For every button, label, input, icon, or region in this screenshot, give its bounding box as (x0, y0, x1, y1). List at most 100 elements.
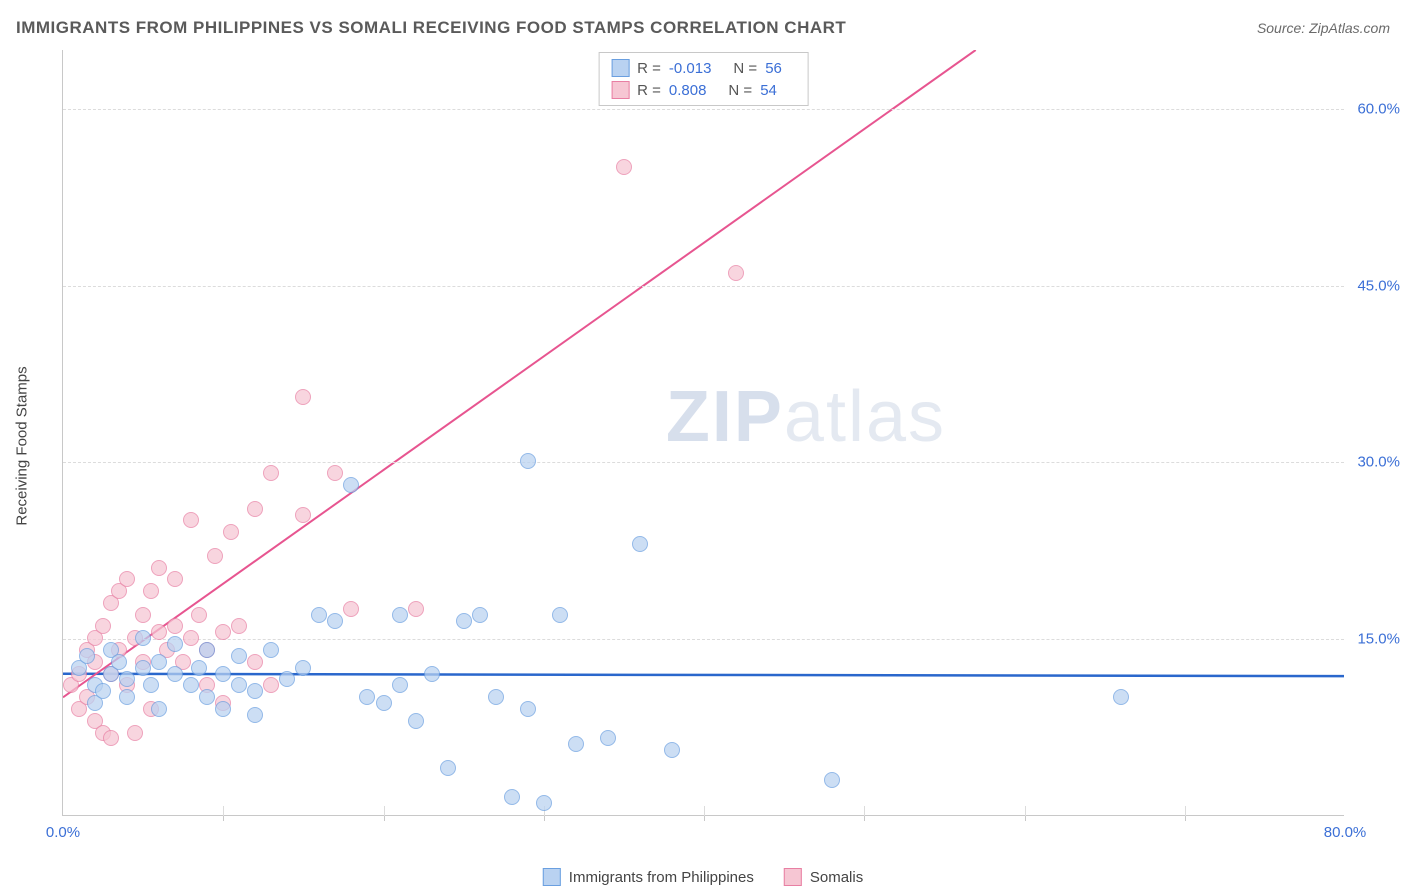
legend-label: Immigrants from Philippines (569, 869, 754, 886)
data-point (263, 465, 279, 481)
swatch-icon (611, 81, 629, 99)
data-point (343, 477, 359, 493)
scatter-chart: ZIPatlas R =-0.013N =56R =0.808N =54 15.… (62, 50, 1344, 816)
data-point (199, 642, 215, 658)
x-tick-label: 0.0% (46, 824, 80, 841)
data-point (231, 677, 247, 693)
data-point (103, 730, 119, 746)
gridline-v (1025, 806, 1026, 816)
data-point (167, 618, 183, 634)
data-point (295, 507, 311, 523)
r-label: R = (637, 82, 661, 99)
r-value: 0.808 (669, 82, 707, 99)
data-point (343, 601, 359, 617)
data-point (263, 642, 279, 658)
data-point (472, 607, 488, 623)
trend-line (63, 674, 1344, 676)
data-point (1113, 689, 1129, 705)
trend-line (63, 50, 976, 697)
data-point (408, 713, 424, 729)
data-point (143, 677, 159, 693)
data-point (135, 607, 151, 623)
data-point (327, 613, 343, 629)
n-label: N = (733, 60, 757, 77)
data-point (824, 772, 840, 788)
y-axis-label: Receiving Food Stamps (14, 366, 31, 525)
data-point (520, 453, 536, 469)
data-point (143, 583, 159, 599)
data-point (520, 701, 536, 717)
swatch-icon (611, 59, 629, 77)
data-point (632, 536, 648, 552)
r-value: -0.013 (669, 60, 712, 77)
data-point (215, 701, 231, 717)
swatch-icon (784, 868, 802, 886)
legend-item-philippines: Immigrants from Philippines (543, 868, 754, 886)
data-point (247, 683, 263, 699)
trend-lines (63, 50, 1344, 815)
data-point (359, 689, 375, 705)
data-point (111, 654, 127, 670)
gridline-h (63, 462, 1344, 463)
data-point (191, 660, 207, 676)
data-point (183, 630, 199, 646)
data-point (151, 701, 167, 717)
data-point (199, 689, 215, 705)
source-attribution: Source: ZipAtlas.com (1257, 20, 1390, 36)
y-tick-label: 30.0% (1357, 454, 1400, 471)
data-point (167, 666, 183, 682)
data-point (568, 736, 584, 752)
data-point (728, 265, 744, 281)
data-point (119, 689, 135, 705)
data-point (167, 636, 183, 652)
data-point (127, 725, 143, 741)
data-point (247, 654, 263, 670)
data-point (191, 607, 207, 623)
data-point (183, 512, 199, 528)
data-point (95, 618, 111, 634)
x-tick-label: 80.0% (1324, 824, 1367, 841)
data-point (79, 648, 95, 664)
legend-item-somalis: Somalis (784, 868, 863, 886)
data-point (295, 389, 311, 405)
data-point (231, 618, 247, 634)
data-point (119, 571, 135, 587)
data-point (376, 695, 392, 711)
data-point (536, 795, 552, 811)
data-point (456, 613, 472, 629)
data-point (616, 159, 632, 175)
data-point (207, 548, 223, 564)
gridline-v (223, 806, 224, 816)
data-point (600, 730, 616, 746)
data-point (295, 660, 311, 676)
series-legend: Immigrants from Philippines Somalis (543, 868, 863, 886)
gridline-h (63, 109, 1344, 110)
gridline-v (1185, 806, 1186, 816)
n-value: 56 (765, 60, 782, 77)
data-point (247, 707, 263, 723)
data-point (552, 607, 568, 623)
data-point (247, 501, 263, 517)
y-tick-label: 60.0% (1357, 100, 1400, 117)
watermark: ZIPatlas (666, 376, 946, 458)
data-point (151, 560, 167, 576)
correlation-legend: R =-0.013N =56R =0.808N =54 (598, 52, 809, 106)
chart-title: IMMIGRANTS FROM PHILIPPINES VS SOMALI RE… (16, 18, 846, 38)
r-label: R = (637, 60, 661, 77)
data-point (440, 760, 456, 776)
legend-stat-row: R =0.808N =54 (611, 79, 796, 101)
data-point (504, 789, 520, 805)
data-point (488, 689, 504, 705)
data-point (215, 624, 231, 640)
data-point (311, 607, 327, 623)
data-point (135, 660, 151, 676)
gridline-h (63, 639, 1344, 640)
data-point (119, 671, 135, 687)
data-point (167, 571, 183, 587)
data-point (392, 607, 408, 623)
n-value: 54 (760, 82, 777, 99)
gridline-v (864, 806, 865, 816)
data-point (424, 666, 440, 682)
data-point (151, 654, 167, 670)
legend-label: Somalis (810, 869, 863, 886)
